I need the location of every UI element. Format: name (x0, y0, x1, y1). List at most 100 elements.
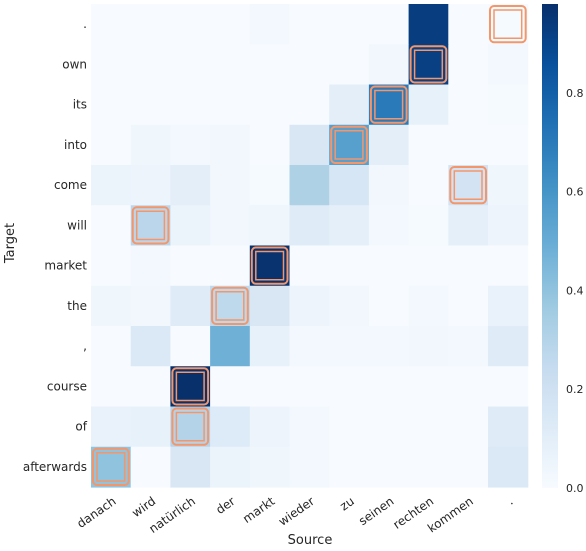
heatmap-cell (289, 326, 330, 367)
heatmap-cell (289, 366, 330, 408)
heatmap-cell (249, 285, 291, 327)
colorbar-tick-label: 0.2 (566, 383, 584, 396)
heatmap-cell (408, 205, 449, 247)
heatmap-cell (488, 326, 529, 367)
heatmap-cell (408, 446, 449, 488)
y-tick-label: market (44, 259, 87, 273)
heatmap-cell (488, 44, 529, 86)
heatmap-cell (289, 446, 330, 488)
heatmap-cell (170, 205, 211, 247)
heatmap-cell (329, 326, 370, 367)
heatmap-cell (289, 406, 330, 448)
heatmap-cell (91, 165, 132, 206)
heatmap-cell (249, 326, 291, 367)
heatmap-cell (368, 366, 410, 408)
heatmap-cell (289, 4, 330, 45)
heatmap-cell (249, 446, 291, 488)
highlight-box-inner (135, 210, 166, 241)
heatmap-cell (329, 165, 370, 206)
heatmap-cell (130, 165, 171, 206)
heatmap-cell (170, 124, 211, 166)
heatmap-cell (448, 44, 489, 86)
heatmap-cell (329, 205, 370, 247)
heatmap-cell (210, 124, 251, 166)
heatmap-cell (448, 326, 489, 367)
heatmap-cell (130, 406, 171, 448)
x-tick-label: seinen (356, 494, 396, 528)
x-tick-label: wird (129, 494, 158, 520)
heatmap-cell (210, 406, 251, 448)
heatmap-cell (368, 245, 410, 287)
heatmap-cell (488, 285, 529, 327)
highlight-box-inner (334, 130, 364, 160)
highlight-box (211, 286, 249, 325)
y-tick-label: course (47, 379, 87, 393)
heatmap-cell (289, 44, 330, 86)
heatmap-cell (170, 84, 211, 126)
heatmap-cell (91, 4, 132, 45)
heatmap-cell (130, 446, 171, 488)
x-tick-label: zu (337, 494, 356, 513)
heatmap-cell (91, 406, 132, 448)
heatmap-cell (488, 205, 529, 247)
highlight-box (131, 206, 170, 245)
highlight-box-inner (374, 89, 404, 120)
heatmap-cell (448, 124, 489, 166)
heatmap-cell (368, 406, 410, 448)
heatmap-cell (329, 84, 370, 126)
heatmap-cell (130, 326, 171, 367)
heatmap-cell (329, 446, 370, 488)
highlight-box (489, 5, 527, 44)
heatmap-cell (91, 205, 132, 247)
highlight-box (171, 367, 210, 406)
colorbar (542, 4, 558, 488)
heatmap-cell (170, 326, 211, 367)
highlight-box-inner (215, 291, 245, 321)
y-tick-label: , (83, 339, 87, 353)
heatmap-cell (130, 285, 171, 327)
heatmap-cell (249, 124, 291, 166)
heatmap-cell (329, 406, 370, 448)
highlight-box (409, 45, 448, 84)
heatmap-cell (210, 245, 251, 287)
heatmap-cell (448, 285, 489, 327)
highlight-box-inner (175, 411, 205, 442)
heatmap-cell (210, 205, 251, 247)
y-tick-label: its (73, 98, 87, 112)
x-tick-label: markt (240, 494, 277, 526)
heatmap-cell (448, 406, 489, 448)
highlight-box (449, 166, 487, 205)
heatmap-cell (368, 44, 410, 86)
heatmap-cell (170, 4, 211, 45)
colorbar-ticks: 0.0 0.2 0.4 0.6 0.8 (566, 87, 584, 495)
highlight-box-inner (493, 9, 523, 39)
heatmap-cell (368, 446, 410, 488)
y-tick-label: will (67, 218, 87, 232)
heatmap-cell (249, 44, 291, 86)
heatmap-cell (249, 366, 291, 408)
heatmap-cell (289, 124, 330, 166)
heatmap-cell (488, 406, 529, 448)
heatmap-cell (329, 366, 370, 408)
heatmap-cell (210, 165, 251, 206)
heatmap-cell (408, 326, 449, 367)
heatmap-cell (448, 205, 489, 247)
heatmap-cell (448, 446, 489, 488)
heatmap-cell (130, 366, 171, 408)
y-tick-label: afterwards (23, 460, 87, 474)
heatmap-cell (210, 326, 251, 367)
highlight-box (369, 85, 408, 124)
heatmap-cell (448, 366, 489, 408)
y-tick-label: own (62, 57, 87, 71)
heatmap-cell (329, 4, 370, 45)
heatmap-cell (170, 446, 211, 488)
heatmap-cell (329, 285, 370, 327)
y-tick-label: of (75, 420, 87, 434)
heatmap-cell (368, 124, 410, 166)
heatmap-cell (368, 205, 410, 247)
heatmap-cell (91, 124, 132, 166)
highlight-box-inner (175, 371, 205, 402)
heatmap-cell (408, 366, 449, 408)
